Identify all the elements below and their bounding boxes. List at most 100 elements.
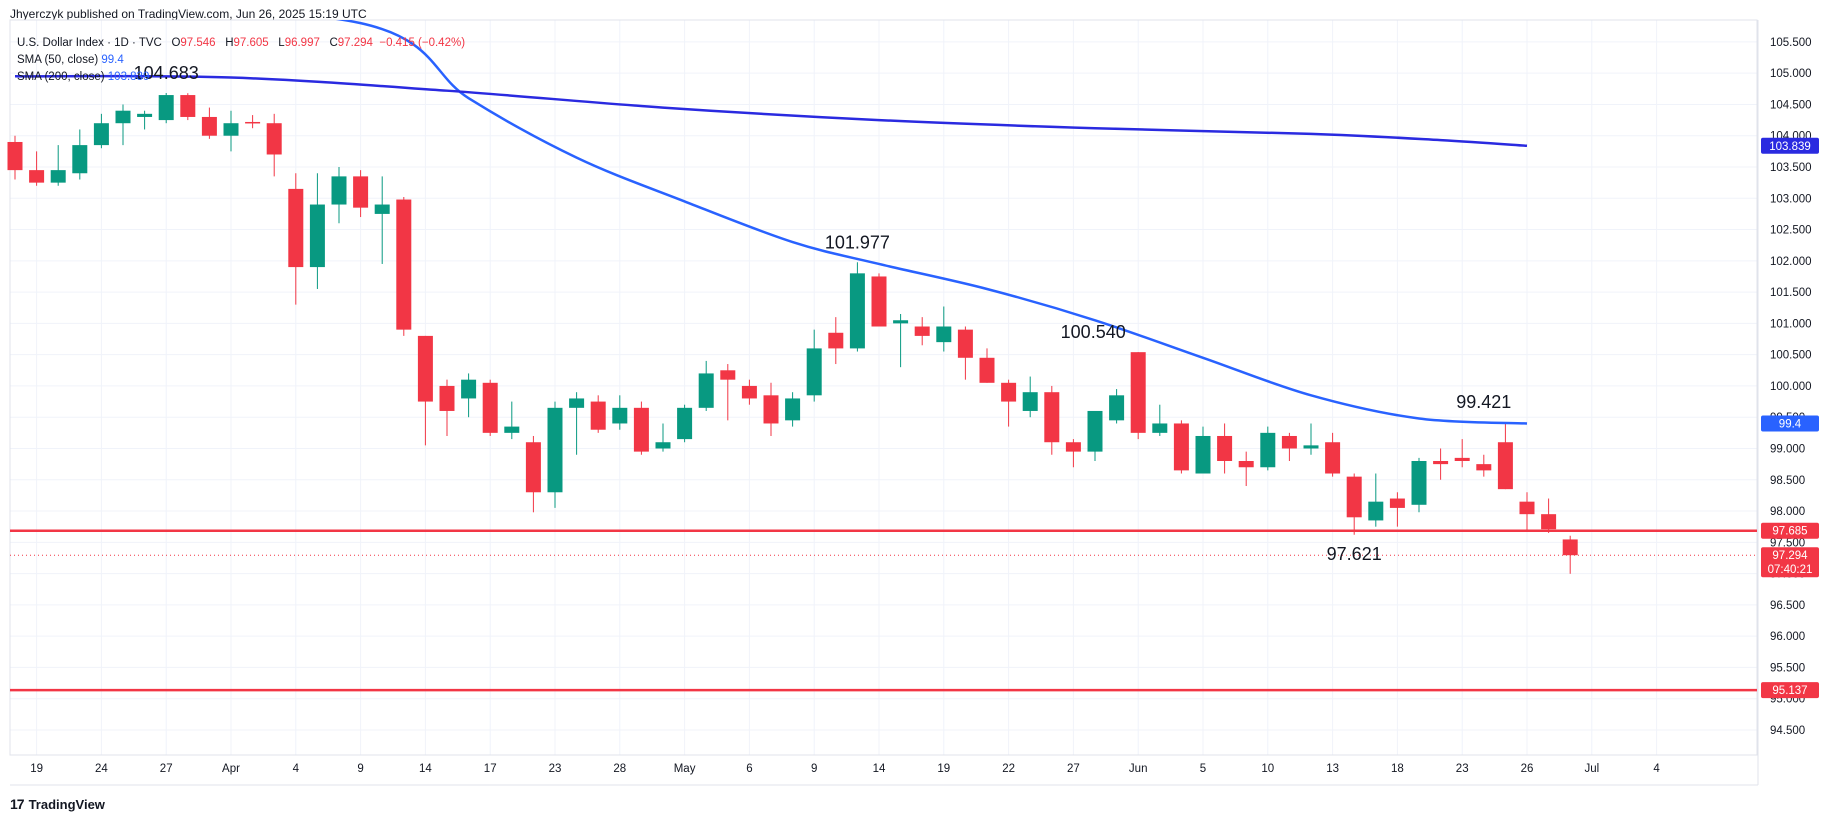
footer-brand[interactable]: 17 TradingView xyxy=(10,796,105,812)
price-tag-label: 97.685 xyxy=(1772,526,1807,538)
candle xyxy=(1303,423,1319,455)
sma50-line xyxy=(335,20,1528,425)
candle xyxy=(569,392,585,455)
price-tag-bg xyxy=(1761,547,1819,578)
candle xyxy=(1368,473,1384,527)
time-tick-label: 27 xyxy=(160,763,173,775)
candle xyxy=(374,176,390,264)
price-tag-label: 95.137 xyxy=(1772,685,1807,697)
candle-body xyxy=(1497,442,1513,490)
candle-body xyxy=(720,370,736,380)
price-tick-label: 98.000 xyxy=(1770,506,1805,518)
publisher-credit: Jhyerczyk published on TradingView.com, … xyxy=(10,7,367,21)
candle-body xyxy=(914,326,930,336)
candle xyxy=(1433,448,1449,480)
time-tick-label: 10 xyxy=(1261,763,1274,775)
candle xyxy=(1454,439,1470,468)
price-tick-label: 95.500 xyxy=(1770,662,1805,674)
candle xyxy=(115,104,131,146)
candle-body xyxy=(633,407,649,452)
time-axis: 19 24 27 Apr 4 9 14 17 23 28 May 6 9 14 19 22 27 Jun 5 10 13… xyxy=(30,763,1660,775)
legend-sma50-row[interactable]: SMA (50, close) 99.4 xyxy=(17,52,465,69)
candle xyxy=(29,151,45,186)
plot-frame xyxy=(9,19,1758,756)
time-tick-label: 6 xyxy=(746,763,752,775)
candle-body xyxy=(569,398,585,408)
legend-sma200-row[interactable]: SMA (200, close) 103.839 xyxy=(17,69,465,86)
candle-body xyxy=(525,442,541,493)
candle-body xyxy=(893,320,909,324)
candle-body xyxy=(677,407,693,440)
candle-body xyxy=(396,199,412,330)
candle xyxy=(180,93,196,121)
candle xyxy=(914,317,930,346)
candle xyxy=(158,92,174,124)
candle-body xyxy=(1260,432,1276,468)
candle xyxy=(7,135,23,180)
candle xyxy=(893,314,909,368)
candle xyxy=(698,360,714,411)
candle-body xyxy=(1238,461,1254,468)
candle xyxy=(1130,352,1146,440)
candle xyxy=(633,401,649,455)
legend-symbol-row[interactable]: U.S. Dollar Index · 1D · TVC O97.546 H97… xyxy=(17,35,465,52)
time-tick-label: 19 xyxy=(30,763,43,775)
tradingview-logo-icon: 17 xyxy=(10,796,25,812)
time-tick-label: 23 xyxy=(1456,763,1469,775)
high-value: 97.605 xyxy=(233,37,269,49)
candle-body xyxy=(936,326,952,343)
price-tag-label: 103.839 xyxy=(1769,141,1811,153)
low-label: L xyxy=(278,37,285,49)
candle-body xyxy=(1368,501,1384,521)
time-tick-label: 5 xyxy=(1200,763,1206,775)
time-tick-label: 14 xyxy=(419,763,432,775)
candle-body xyxy=(201,116,217,136)
candle-body xyxy=(504,426,520,433)
candle-body xyxy=(1173,423,1189,471)
candle-body xyxy=(1044,392,1060,443)
time-tick-label: 19 xyxy=(937,763,950,775)
price-tick-label: 102.000 xyxy=(1770,256,1812,268)
candle xyxy=(245,115,261,129)
candle xyxy=(1476,454,1492,477)
candle xyxy=(1238,451,1254,487)
time-tick-label: 26 xyxy=(1521,763,1534,775)
candle xyxy=(1497,422,1513,490)
price-tick-label: 101.500 xyxy=(1770,287,1812,299)
candle xyxy=(525,435,541,513)
candle xyxy=(677,404,693,443)
candle-body xyxy=(309,204,325,268)
candle-body xyxy=(461,379,477,399)
price-tag-bg xyxy=(1761,682,1819,699)
time-tick-label: Jul xyxy=(1584,763,1599,775)
candle xyxy=(785,392,801,427)
time-tick-label: 4 xyxy=(1653,763,1660,775)
candle xyxy=(590,395,606,433)
price-tag: 95.137 xyxy=(1761,682,1819,699)
price-tag: 103.839 xyxy=(1761,137,1819,154)
candle-body xyxy=(590,401,606,430)
candle-body xyxy=(547,407,563,493)
candle-body xyxy=(1281,435,1297,449)
candle-body xyxy=(7,141,23,171)
chart-legend: U.S. Dollar Index · 1D · TVC O97.546 H97… xyxy=(17,35,465,86)
candle xyxy=(741,379,757,405)
candle xyxy=(331,167,347,224)
price-tick-label: 98.500 xyxy=(1770,475,1805,487)
candle-body xyxy=(1433,461,1449,465)
time-tick-label: 23 xyxy=(549,763,562,775)
candle-body xyxy=(266,123,282,155)
candle-body xyxy=(353,176,369,208)
price-tag: 99.4 xyxy=(1761,415,1819,432)
price-tag: 97.685 xyxy=(1761,522,1819,539)
candle-body xyxy=(417,335,433,402)
candle-body xyxy=(1303,445,1319,449)
candle xyxy=(1109,389,1125,424)
sma200-line xyxy=(14,74,1528,148)
candle-body xyxy=(1087,410,1103,452)
candle xyxy=(396,197,412,336)
time-tick-label: 27 xyxy=(1067,763,1080,775)
candle-body xyxy=(741,385,757,399)
candle xyxy=(1087,410,1103,461)
